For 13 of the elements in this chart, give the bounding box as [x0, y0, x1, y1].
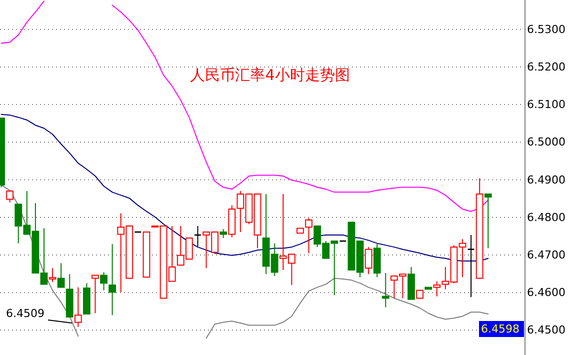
y-tick-label: 6.5200 — [527, 60, 566, 74]
line-series — [0, 114, 489, 262]
y-tick-label: 6.4900 — [527, 173, 566, 186]
y-tick-label: 6.4800 — [527, 210, 566, 224]
y-tick-label: 6.4500 — [527, 324, 566, 337]
y-tick-label: 6.5300 — [527, 22, 566, 36]
y-tick-label: 6.4600 — [527, 286, 566, 300]
y-tick-label: 6.5000 — [527, 136, 566, 149]
y-tick-label: 6.5100 — [527, 98, 566, 112]
annotation: 6.4598 — [481, 322, 520, 336]
annotation: 6.4509 — [6, 307, 44, 320]
y-tick-label: 6.4700 — [527, 248, 566, 262]
text: 人民币汇率4小时走势图 — [190, 66, 350, 84]
